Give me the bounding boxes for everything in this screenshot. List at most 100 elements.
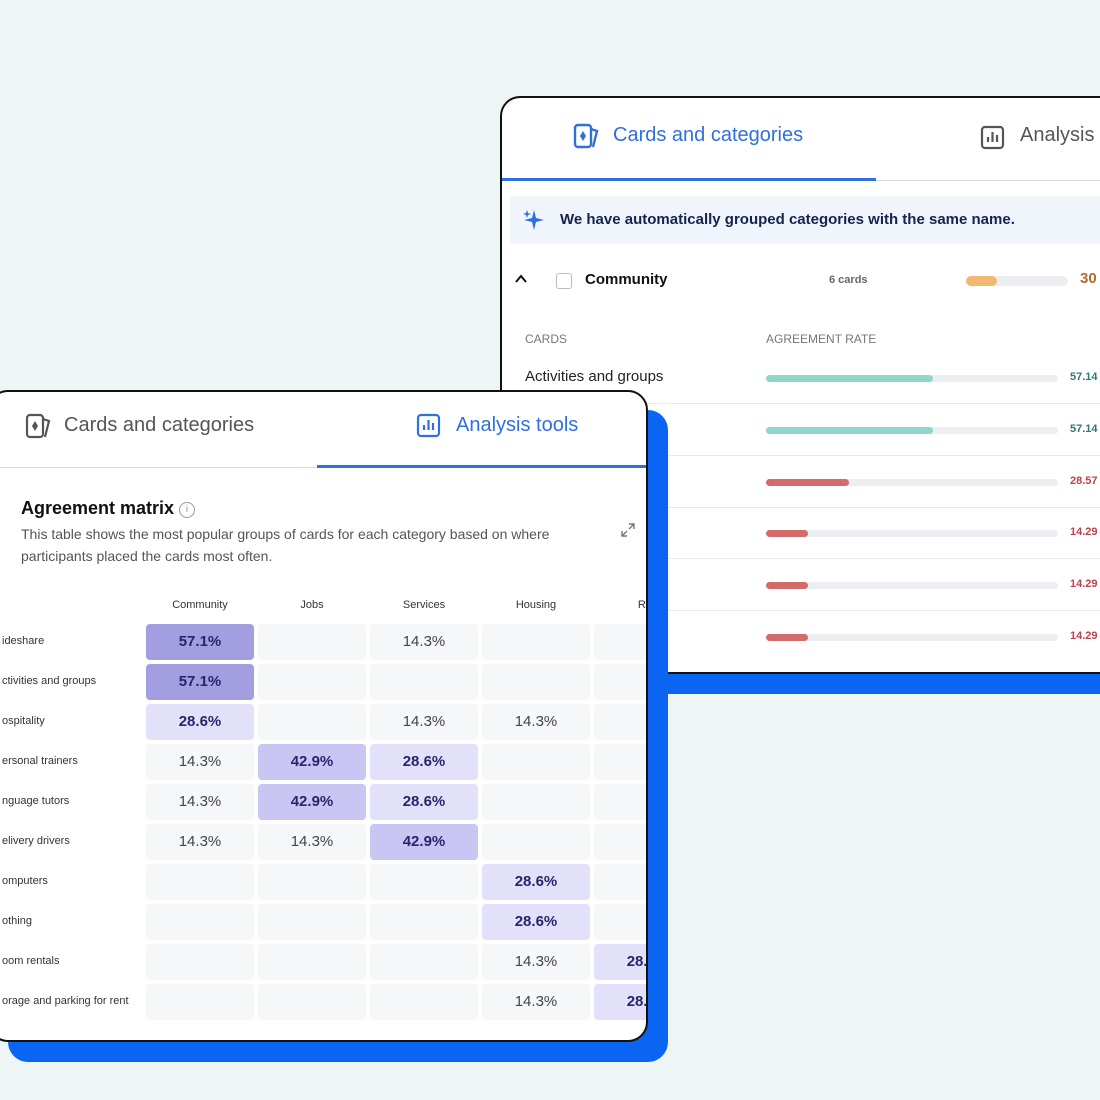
matrix-cell	[370, 664, 478, 700]
matrix-cell	[482, 744, 590, 780]
matrix-cell	[370, 864, 478, 900]
rate-track	[766, 582, 1058, 590]
matrix-cell	[258, 664, 366, 700]
matrix-cell	[594, 664, 646, 700]
matrix-description: This table shows the most popular groups…	[21, 526, 550, 564]
matrix-cell	[146, 704, 254, 740]
cell-value: 28.6%	[626, 953, 648, 970]
matrix-cell	[594, 624, 646, 660]
matrix-cell	[482, 784, 590, 820]
cell-value: 28.6%	[402, 753, 446, 770]
cell-value: 42.9%	[402, 833, 446, 850]
cell-value: 42.9%	[290, 753, 334, 770]
rate-track	[766, 634, 1058, 641]
matrix-cell	[146, 984, 254, 1020]
matrix-cell	[258, 784, 366, 820]
matrix-cell	[482, 944, 590, 980]
group-name: Community	[585, 271, 668, 288]
tab-cards[interactable]: Cards and categories	[64, 414, 255, 436]
collapse-chevron[interactable]	[514, 272, 528, 286]
banner	[510, 196, 1100, 244]
column-header: Services	[402, 599, 446, 611]
matrix-cell	[594, 704, 646, 740]
cell-value: 14.3%	[402, 633, 446, 650]
expand-icon[interactable]	[620, 522, 636, 538]
row-label: othing	[2, 915, 32, 927]
row-divider	[502, 558, 1100, 560]
matrix-cell	[370, 824, 478, 860]
analysis-icon	[416, 413, 441, 438]
matrix-cell	[258, 984, 366, 1020]
cell-value: 28.6%	[514, 913, 558, 930]
cards-icon	[573, 123, 599, 149]
cell-value: 28.6%	[514, 873, 558, 890]
row-label: omputers	[2, 875, 48, 887]
cell-value: 42.9%	[290, 793, 334, 810]
cell-value: 14.3%	[514, 953, 558, 970]
matrix-cell	[594, 864, 646, 900]
matrix-cell	[370, 704, 478, 740]
cell-value: 28.6%	[402, 793, 446, 810]
row-divider	[502, 403, 1100, 404]
banner-text: We have automatically grouped categories…	[560, 211, 1015, 228]
front-panel: Cards and categories Analysis tools Agre…	[0, 390, 648, 1042]
row-label: nguage tutors	[2, 795, 70, 807]
rate-label: 14.29	[1070, 630, 1098, 642]
row-label: orage and parking for rent	[2, 995, 129, 1007]
tab-underline	[317, 465, 646, 468]
back-panel: Cards and categories Analysis We have au…	[500, 96, 1100, 674]
cell-value: 14.3%	[178, 753, 222, 770]
tab-analysis[interactable]: Analysis	[1020, 124, 1095, 146]
column-header: Community	[172, 599, 228, 611]
row-label: oom rentals	[2, 955, 60, 967]
analysis-icon	[980, 125, 1005, 150]
row-divider	[502, 610, 1100, 612]
group-rate: 30	[1080, 270, 1097, 287]
rate-bar	[766, 582, 808, 590]
rate-track	[766, 478, 1058, 486]
matrix-cell	[370, 944, 478, 980]
matrix-cell	[258, 864, 366, 900]
column-header: Rea	[637, 599, 646, 611]
matrix-cell	[594, 904, 646, 940]
row-label: ospitality	[2, 715, 45, 727]
card-name: Activities and groups	[525, 368, 664, 385]
rate-bar	[766, 478, 850, 486]
matrix-cell	[258, 704, 366, 740]
matrix-cell	[370, 984, 478, 1020]
sparkle-icon	[523, 210, 544, 230]
matrix-cell	[146, 784, 254, 820]
matrix-cell	[370, 744, 478, 780]
matrix-cell	[370, 624, 478, 660]
cell-value: 28.6%	[178, 713, 222, 730]
checkbox[interactable]	[556, 273, 572, 289]
matrix-cell	[482, 824, 590, 860]
row-label: elivery drivers	[2, 835, 70, 847]
matrix-cell	[594, 944, 646, 980]
rate-label: 57.14	[1070, 422, 1098, 435]
matrix-cell	[258, 824, 366, 860]
rate-bar	[766, 530, 808, 538]
matrix-cell	[482, 984, 590, 1020]
col-header: CARDS	[525, 332, 568, 346]
matrix-cell	[146, 744, 254, 780]
matrix-cell	[258, 744, 366, 780]
tab-cards[interactable]: Cards and categories	[613, 124, 804, 146]
matrix-cell	[258, 904, 366, 940]
matrix-cell	[482, 864, 590, 900]
matrix-cell	[482, 904, 590, 940]
info-icon[interactable]: i	[179, 502, 195, 518]
matrix-title: Agreement matrix	[21, 498, 175, 518]
tab-analysis[interactable]: Analysis tools	[456, 414, 579, 436]
cell-value: 14.3%	[178, 833, 222, 850]
group-count: 6 cards	[829, 274, 868, 286]
rate-bar	[766, 375, 933, 382]
cell-value: 14.3%	[514, 713, 558, 730]
col-header: AGREEMENT RATE	[766, 332, 877, 346]
matrix-cell	[146, 864, 254, 900]
cards-icon	[25, 413, 51, 439]
matrix-cell	[146, 824, 254, 860]
matrix-cell	[258, 624, 366, 660]
cell-value: 14.3%	[178, 793, 222, 810]
